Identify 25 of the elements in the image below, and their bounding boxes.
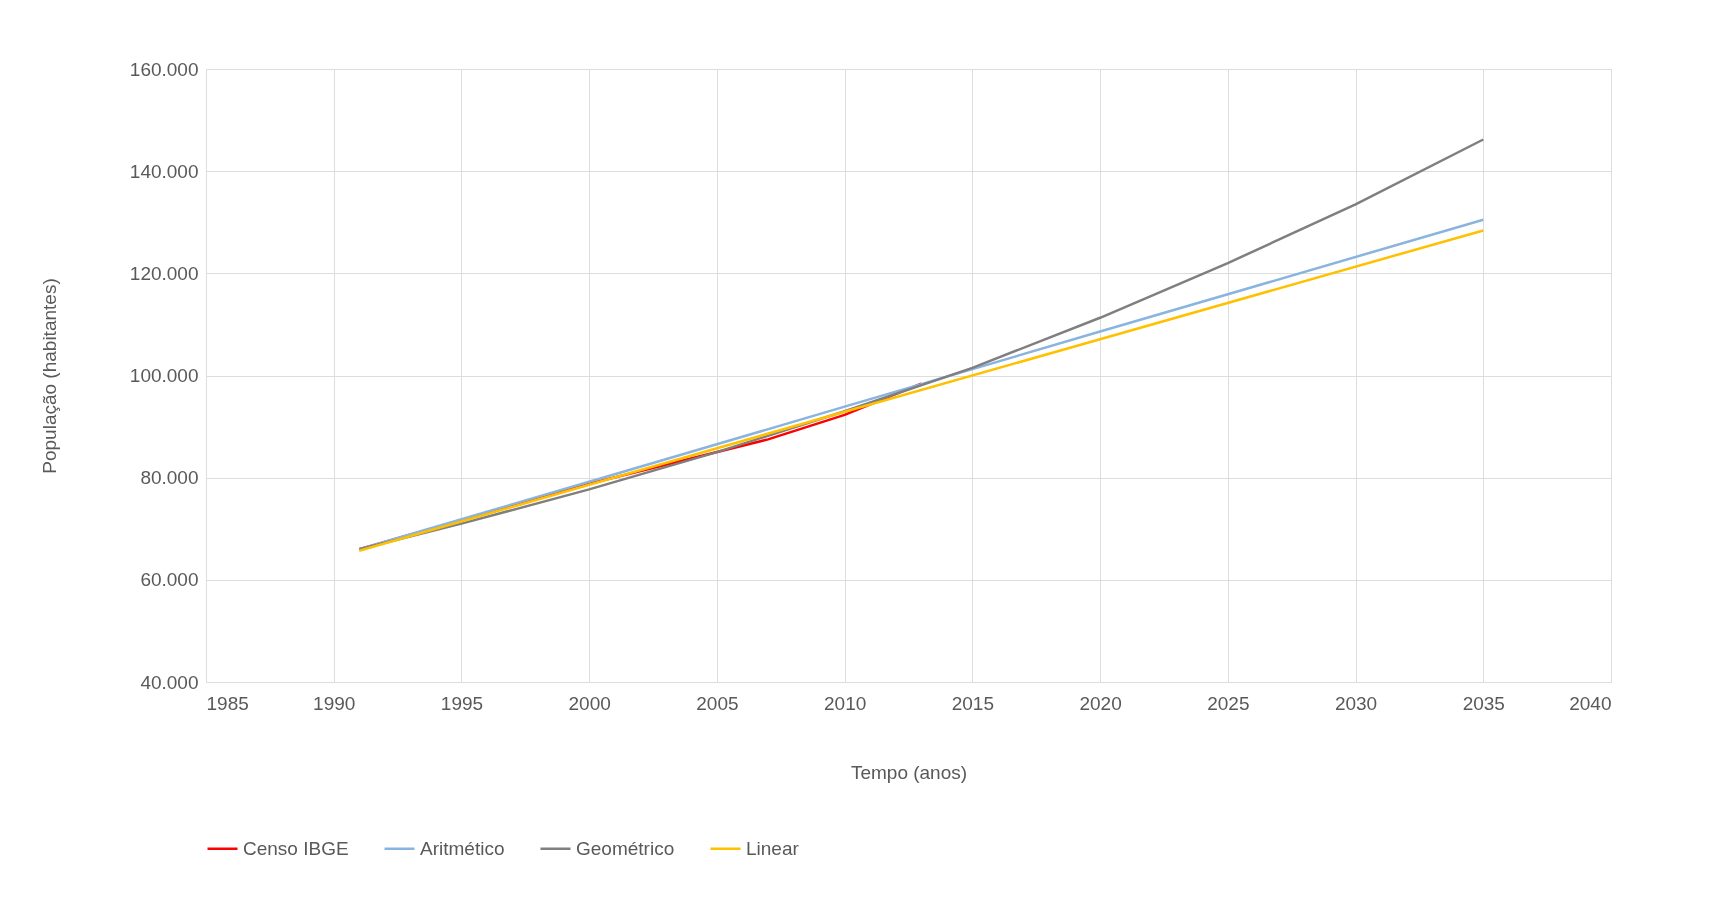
legend-label: Aritmético [420,837,505,859]
x-tick-label: 2020 [1079,692,1122,714]
x-tick-label: 2040 [1569,692,1612,714]
y-tick-label: 60.000 [140,569,199,591]
x-tick-label: 2025 [1207,692,1250,714]
y-tick-label: 160.000 [129,58,199,80]
x-axis-title: Tempo (anos) [850,761,968,783]
legend-label: Geométrico [576,837,675,859]
x-tick-label: 2015 [951,692,994,714]
y-tick-label: 80.000 [140,467,199,489]
legend-label: Censo IBGE [243,837,349,859]
y-tick-label: 120.000 [129,262,199,284]
x-tick-label: 1995 [440,692,484,714]
x-tick-label: 1985 [206,692,249,714]
y-axis-title: População (habitantes) [38,278,60,474]
x-tick-label: 2030 [1334,692,1378,714]
x-tick-label: 2000 [568,692,611,714]
x-tick-label: 2005 [696,692,739,714]
y-tick-label: 40.000 [140,671,199,693]
y-tick-label: 140.000 [129,160,199,182]
x-tick-label: 1990 [313,692,356,714]
y-tick-label: 100.000 [129,365,199,386]
x-tick-label: 2035 [1462,692,1505,714]
legend-label: Linear [746,837,800,859]
x-tick-label: 2010 [824,692,867,714]
